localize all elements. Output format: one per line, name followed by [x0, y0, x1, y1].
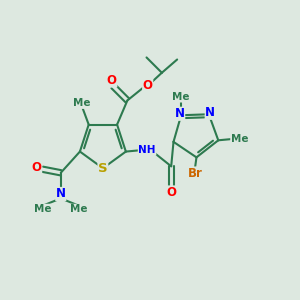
Text: N: N	[56, 188, 66, 200]
Text: O: O	[32, 161, 42, 174]
Text: Me: Me	[34, 204, 51, 214]
Text: Me: Me	[231, 134, 248, 144]
Text: N: N	[175, 107, 185, 120]
Text: O: O	[143, 79, 153, 92]
Text: O: O	[166, 186, 176, 199]
Text: S: S	[98, 162, 108, 175]
Text: Br: Br	[188, 167, 202, 180]
Text: O: O	[107, 74, 117, 87]
Text: Me: Me	[74, 98, 91, 108]
Text: Me: Me	[70, 204, 88, 214]
Text: N: N	[205, 106, 215, 119]
Text: NH: NH	[138, 145, 156, 155]
Text: Me: Me	[172, 92, 190, 102]
